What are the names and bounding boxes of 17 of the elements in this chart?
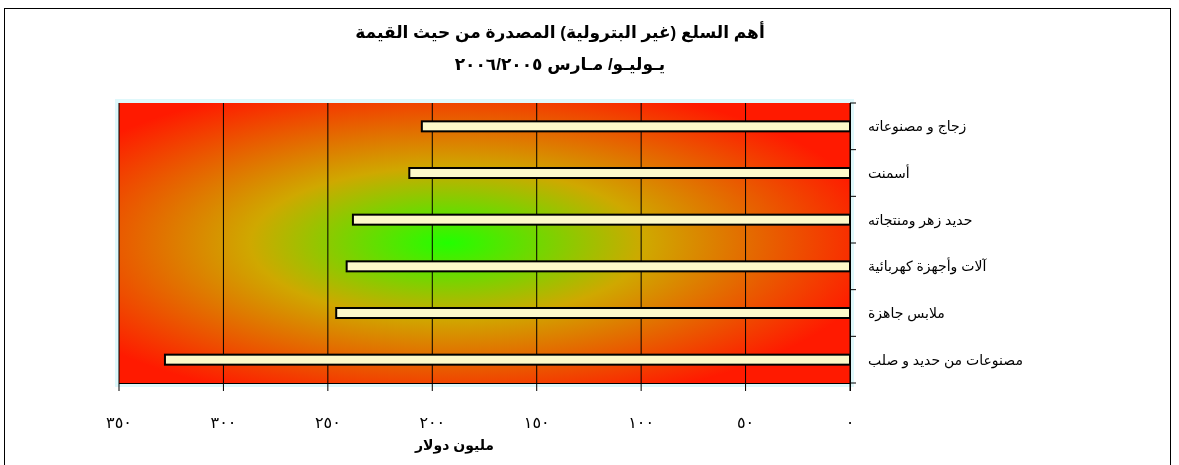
x-tick-label: ٠ [845, 414, 855, 431]
y-tick-label: مصنوعات من حديد و صلب [868, 351, 1023, 369]
y-tick-label: حديد زهر ومنتجاته [868, 211, 973, 229]
x-axis-title: مليون دولار [413, 437, 495, 454]
x-tick-label: ١٠٠ [628, 414, 655, 431]
y-tick-label: ملابس جاهزة [868, 305, 945, 322]
y-tick-label: زجاج و مصنوعاته [868, 118, 967, 136]
chart-subtitle: يـوليـو/ مـارس ٢٠٠٦/٢٠٠٥ [454, 55, 666, 75]
y-tick-label: آلات وأجهزة كهربائية [868, 257, 988, 276]
x-tick-label: ٣٥٠ [106, 414, 132, 431]
x-tick-label: ١٥٠ [523, 414, 550, 431]
x-tick-label: ٣٠٠ [210, 414, 237, 431]
chart-title: أهم السلع (غير البترولية) المصدرة من حيث القيمة [355, 21, 765, 43]
y-tick-label: أسمنت [868, 164, 910, 181]
x-tick-label: ٢٥٠ [314, 414, 341, 431]
x-tick-label: ٢٠٠ [419, 414, 446, 431]
x-tick-label: ٥٠ [736, 414, 755, 431]
